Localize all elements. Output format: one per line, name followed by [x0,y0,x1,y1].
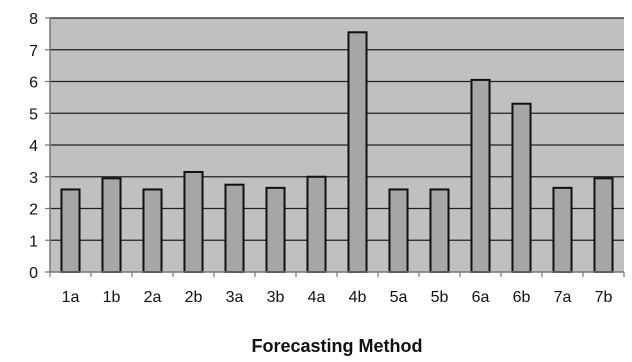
axes [45,17,625,277]
bar-5b [429,188,450,273]
x-tick-label-1b: 1b [103,289,121,306]
bar-2a [142,188,163,273]
bar-6b [511,102,532,273]
bar-3b [265,186,286,273]
x-tick-label-3a: 3a [226,289,244,306]
bar-1a [60,188,81,273]
y-tick-label-8: 8 [29,11,38,28]
y-tick-label-0: 0 [29,265,38,282]
x-tick-label-2a: 2a [144,289,162,306]
bar-2b [183,170,204,273]
y-tick-label-7: 7 [29,43,38,60]
y-tick-label-4: 4 [29,138,38,155]
bar-6a [470,78,491,273]
x-tick-labels: 1a 1b 2a 2b 3a 3b 4a 4b 5a 5b 6a 6b 7a 7b [62,289,613,306]
bar-4a [306,175,327,273]
bar-7b [593,177,614,273]
x-tick-label-4a: 4a [308,289,326,306]
x-tick-label-7a: 7a [554,289,572,306]
bar-4b [347,31,368,273]
bar-7a [552,186,573,273]
y-tick-label-3: 3 [29,170,38,187]
bar-1b [101,177,122,273]
x-tick-label-5a: 5a [390,289,408,306]
x-tick-label-7b: 7b [595,289,613,306]
x-tick-label-4b: 4b [349,289,367,306]
y-tick-label-6: 6 [29,75,38,92]
y-tick-label-2: 2 [29,202,38,219]
x-tick-label-3b: 3b [267,289,285,306]
x-tick-label-1a: 1a [62,289,80,306]
y-tick-labels: 0 1 2 3 4 5 6 7 8 [29,11,38,282]
bar-3a [224,183,245,273]
x-axis-title: Forecasting Method [251,336,422,356]
x-tick-label-2b: 2b [185,289,203,306]
x-tick-label-6b: 6b [513,289,531,306]
x-tick-label-5b: 5b [431,289,449,306]
y-tick-label-1: 1 [29,233,38,250]
y-tick-label-5: 5 [29,106,38,123]
bar-5a [388,188,409,273]
x-tick-label-6a: 6a [472,289,490,306]
